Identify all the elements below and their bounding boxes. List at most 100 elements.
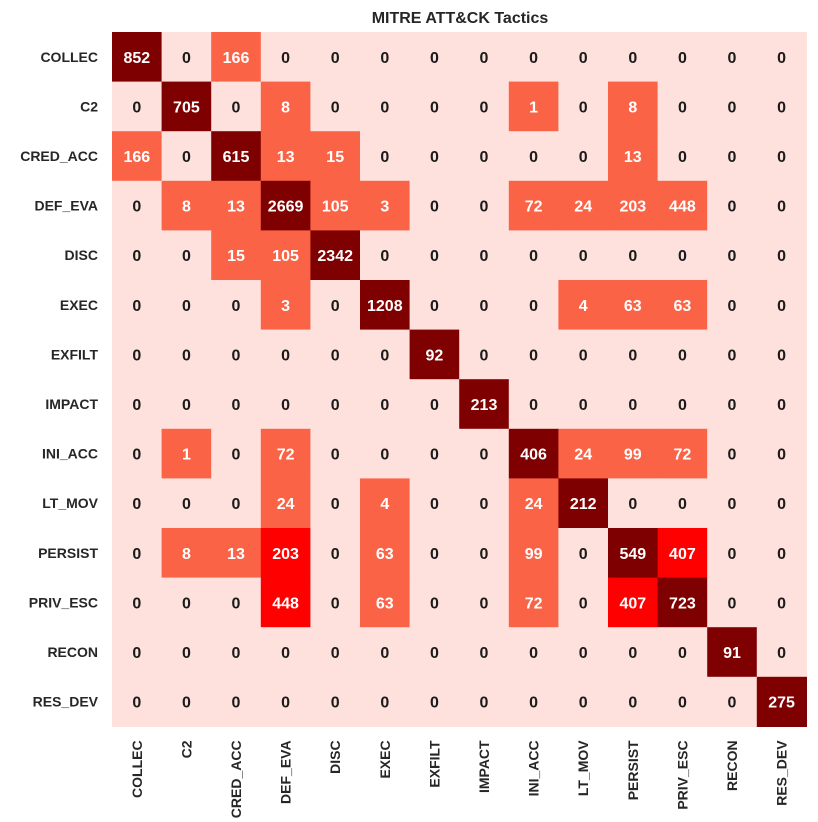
heatmap-cell-res_dev-cred_acc — [211, 676, 262, 727]
heatmap-cell-impact-lt_mov — [558, 379, 609, 430]
heatmap-cell-disc-c2 — [161, 230, 212, 281]
heatmap-cell-exfilt-exfilt — [409, 329, 460, 380]
heatmap-cell-ini_acc-persist — [608, 428, 659, 479]
heatmap-cell-c2-exfilt — [409, 81, 460, 132]
heatmap-cell-exec-lt_mov — [558, 280, 609, 331]
heatmap-cell-c2-impact — [459, 81, 510, 132]
y-tick-label-disc: DISC — [65, 247, 98, 263]
heatmap-cell-persist-c2 — [161, 528, 212, 579]
heatmap-cell-c2-exec — [360, 81, 411, 132]
cell-value-label: 0 — [380, 397, 389, 414]
x-tick-label-cred_acc: CRED_ACC — [228, 740, 244, 818]
heatmap-cell-exfilt-def_eva — [260, 329, 311, 380]
heatmap-cell-impact-res_dev — [756, 379, 807, 430]
heatmap-cell-recon-disc — [310, 627, 361, 678]
cell-value-label: 0 — [182, 50, 191, 67]
cell-value-label: 0 — [480, 595, 489, 612]
cell-value-label: 0 — [380, 99, 389, 116]
heatmap-cell-persist-def_eva — [260, 528, 311, 579]
cell-value-label: 0 — [678, 397, 687, 414]
y-tick-label-cred_acc: CRED_ACC — [20, 148, 98, 164]
cell-value-label: 0 — [480, 99, 489, 116]
heatmap-cell-disc-cred_acc — [211, 230, 262, 281]
heatmap-cell-priv_esc-ini_acc — [508, 577, 559, 628]
cell-value-label: 0 — [628, 496, 637, 513]
heatmap-cell-impact-priv_esc — [657, 379, 708, 430]
heatmap-cell-collec-exfilt — [409, 32, 460, 83]
heatmap-cell-c2-c2 — [161, 81, 212, 132]
x-tick-label-exec: EXEC — [377, 740, 393, 778]
x-tick-label-impact: IMPACT — [476, 740, 492, 793]
x-tick-label-exfilt: EXFILT — [426, 740, 442, 788]
x-tick-label-c2: C2 — [178, 740, 194, 758]
cell-value-label: 0 — [480, 645, 489, 662]
heatmap-cell-exec-c2 — [161, 280, 212, 331]
heatmap-cell-impact-ini_acc — [508, 379, 559, 430]
cell-value-label: 99 — [525, 546, 543, 563]
cell-value-label: 0 — [232, 298, 241, 315]
heatmap-cell-persist-ini_acc — [508, 528, 559, 579]
cell-value-label: 0 — [281, 50, 290, 67]
heatmap-cell-collec-lt_mov — [558, 32, 609, 83]
cell-value-label: 0 — [628, 695, 637, 712]
cell-value-label: 0 — [480, 298, 489, 315]
cell-value-label: 0 — [628, 248, 637, 265]
heatmap-cell-collec-res_dev — [756, 32, 807, 83]
cell-value-label: 0 — [777, 199, 786, 216]
cell-value-label: 8 — [182, 199, 191, 216]
heatmap-cell-cred_acc-recon — [707, 131, 758, 182]
heatmap-cells: 852 0 166 0 0 0 0 0 0 0 0 0 0 0 0 705 0 8 0 0 0 0 1 0 8 0 0 0 166 0 61… — [112, 32, 807, 727]
heatmap-cell-cred_acc-exfilt — [409, 131, 460, 182]
cell-value-label: 0 — [777, 447, 786, 464]
heatmap-cell-exfilt-disc — [310, 329, 361, 380]
cell-value-label: 0 — [232, 595, 241, 612]
cell-value-label: 0 — [132, 248, 141, 265]
cell-value-label: 0 — [132, 199, 141, 216]
cell-value-label: 0 — [430, 50, 439, 67]
cell-value-label: 0 — [380, 695, 389, 712]
y-tick-label-def_eva: DEF_EVA — [34, 198, 98, 214]
heatmap-cell-cred_acc-priv_esc — [657, 131, 708, 182]
heatmap-cell-disc-exfilt — [409, 230, 460, 281]
x-tick-labels: COLLEC C2 CRED_ACC DEF_EVA DISC EXEC EXFILT IMP… — [129, 740, 790, 818]
heatmap-cell-res_dev-res_dev — [756, 676, 807, 727]
cell-value-label: 0 — [529, 149, 538, 166]
heatmap-cell-exec-def_eva — [260, 280, 311, 331]
cell-value-label: 0 — [728, 248, 737, 265]
heatmap-cell-persist-exec — [360, 528, 411, 579]
cell-value-label: 275 — [768, 695, 795, 712]
heatmap-cell-res_dev-exfilt — [409, 676, 460, 727]
cell-value-label: 0 — [331, 695, 340, 712]
cell-value-label: 0 — [678, 347, 687, 364]
cell-value-label: 0 — [777, 99, 786, 116]
heatmap-cell-lt_mov-exec — [360, 478, 411, 529]
cell-value-label: 0 — [132, 347, 141, 364]
cell-value-label: 2342 — [317, 248, 353, 265]
heatmap-cell-impact-disc — [310, 379, 361, 430]
cell-value-label: 0 — [182, 248, 191, 265]
cell-value-label: 0 — [380, 248, 389, 265]
cell-value-label: 0 — [579, 645, 588, 662]
heatmap-cell-c2-ini_acc — [508, 81, 559, 132]
cell-value-label: 3 — [281, 298, 290, 315]
cell-value-label: 0 — [380, 149, 389, 166]
cell-value-label: 0 — [281, 695, 290, 712]
cell-value-label: 448 — [272, 595, 299, 612]
heatmap-cell-recon-exec — [360, 627, 411, 678]
heatmap-cell-disc-priv_esc — [657, 230, 708, 281]
cell-value-label: 0 — [678, 645, 687, 662]
heatmap-cell-disc-persist — [608, 230, 659, 281]
heatmap-cell-priv_esc-res_dev — [756, 577, 807, 628]
heatmap-cell-recon-impact — [459, 627, 510, 678]
cell-value-label: 0 — [628, 347, 637, 364]
heatmap-cell-ini_acc-lt_mov — [558, 428, 609, 479]
cell-value-label: 0 — [430, 447, 439, 464]
heatmap-cell-persist-cred_acc — [211, 528, 262, 579]
heatmap-cell-priv_esc-lt_mov — [558, 577, 609, 628]
heatmap-cell-collec-c2 — [161, 32, 212, 83]
x-tick-label-priv_esc: PRIV_ESC — [674, 740, 690, 809]
heatmap-cell-cred_acc-c2 — [161, 131, 212, 182]
cell-value-label: 615 — [223, 149, 250, 166]
cell-value-label: 0 — [430, 496, 439, 513]
